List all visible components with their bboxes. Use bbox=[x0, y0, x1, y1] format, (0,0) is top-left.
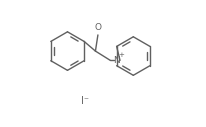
Text: N: N bbox=[113, 56, 119, 65]
Text: I⁻: I⁻ bbox=[81, 96, 88, 106]
Text: +: + bbox=[118, 52, 123, 58]
Text: O: O bbox=[94, 23, 101, 32]
